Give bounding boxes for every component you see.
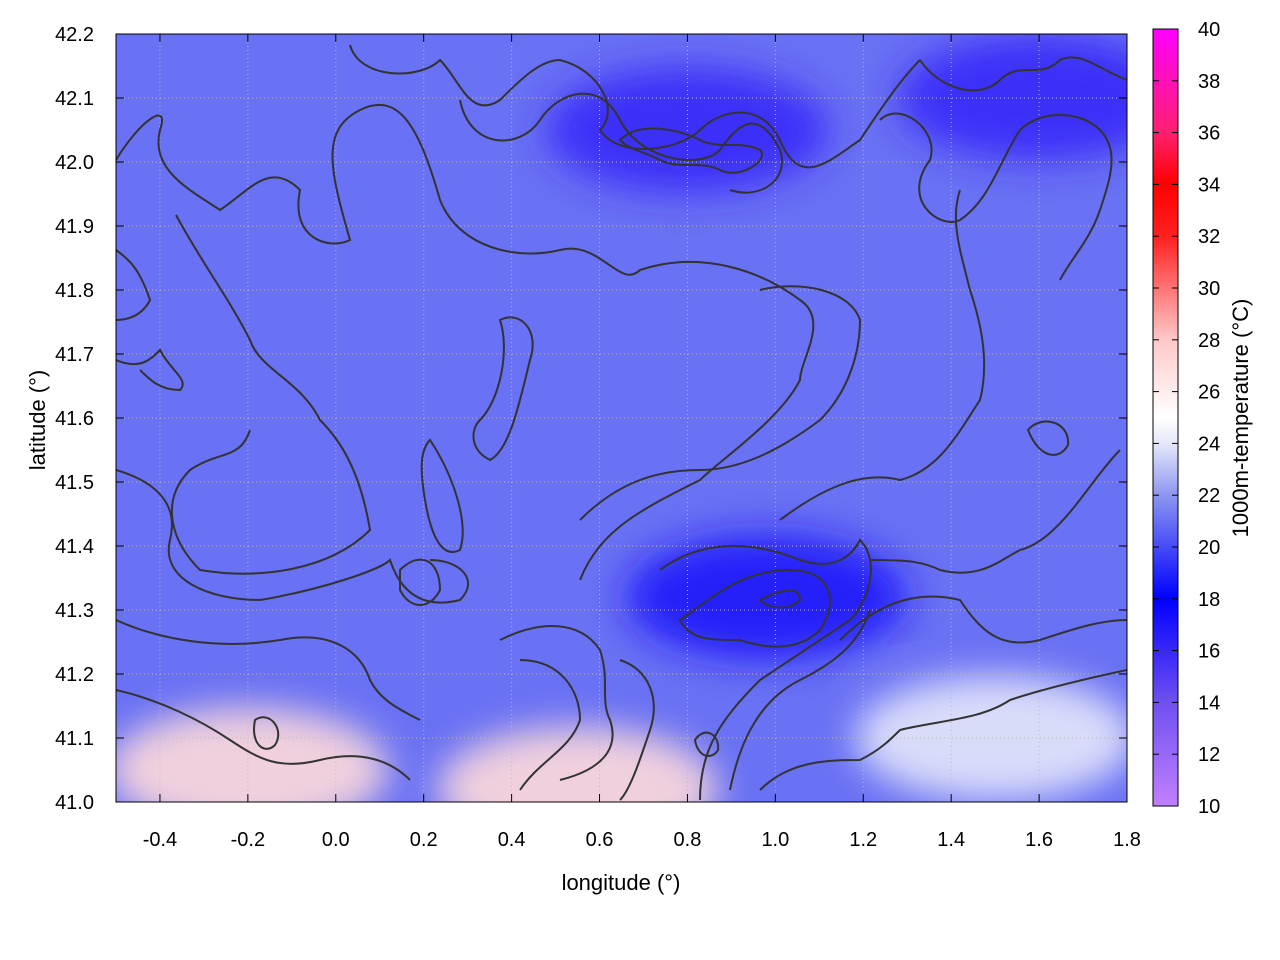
contour-line <box>170 214 372 575</box>
colorbar-tick-label: 18 <box>1198 589 1220 611</box>
colorbar: 10 12 14 16 18 20 22 24 26 28 30 32 34 36 38 40 1000m-t… <box>1152 19 1253 818</box>
contour-line <box>869 449 1121 574</box>
colorbar-tick-label: 38 <box>1198 71 1220 93</box>
temperature-field <box>116 34 1127 802</box>
contour-line <box>116 689 411 781</box>
contour-line <box>879 112 1113 281</box>
contour-line <box>116 348 184 392</box>
contour-line <box>758 589 802 609</box>
colorbar-tick-label: 20 <box>1198 537 1220 559</box>
y-axis: 41.0 41.1 41.2 41.3 41.4 41.5 41.6 41.7 41.8 41.9… <box>55 24 1127 814</box>
x-axis-title: longitude (°) <box>562 870 681 895</box>
x-tick-label: 0.6 <box>586 829 614 851</box>
contour-line <box>1026 420 1070 456</box>
contour-line <box>659 538 872 801</box>
contour-line <box>839 595 1127 644</box>
x-tick-label: 0.2 <box>410 829 438 851</box>
colorbar-tick-label: 36 <box>1198 123 1220 145</box>
colorbar-strip <box>1152 28 1179 807</box>
x-tick-label: 1.6 <box>1025 829 1053 851</box>
contour-line <box>399 558 442 606</box>
field-region-warm-south <box>436 726 719 802</box>
x-tick-label: 1.2 <box>849 829 877 851</box>
field-region-mild-southeast <box>854 675 1127 801</box>
y-tick-label: 41.9 <box>55 216 94 238</box>
contour-line <box>253 716 280 750</box>
contour-line <box>420 438 464 553</box>
colorbar-tick-label: 30 <box>1198 278 1220 300</box>
grid <box>116 33 1128 803</box>
colorbar-tick-label: 40 <box>1198 19 1220 41</box>
colorbar-tick-label: 24 <box>1198 433 1220 455</box>
field-region-warm-southwest <box>116 707 389 802</box>
colorbar-tick-label: 16 <box>1198 641 1220 663</box>
x-tick-label: 0.0 <box>322 829 350 851</box>
contour-line <box>729 609 871 791</box>
colorbar-tick-label: 12 <box>1198 744 1220 766</box>
x-tick-label: -0.4 <box>143 829 177 851</box>
contour-line <box>116 469 470 604</box>
x-axis: -0.4 -0.2 0.0 0.2 0.4 0.6 0.8 1.0 1.2 1.4 1.6 1.8 <box>143 34 1141 851</box>
y-tick-label: 42.1 <box>55 88 94 110</box>
colorbar-title: 1000m-temperature (°C) <box>1228 299 1253 538</box>
x-tick-label: 0.8 <box>674 829 702 851</box>
colorbar-tick-label: 32 <box>1198 226 1220 248</box>
contour-lines <box>116 44 1127 801</box>
y-tick-label: 41.1 <box>55 728 94 750</box>
y-tick-label: 41.2 <box>55 664 94 686</box>
contour-line <box>678 568 831 648</box>
colorbar-tick-label: 34 <box>1198 174 1220 196</box>
contour-line <box>116 249 152 321</box>
contour-line <box>919 56 1127 92</box>
contour-line <box>499 625 614 781</box>
contour-line <box>116 619 421 721</box>
y-tick-label: 41.3 <box>55 600 94 622</box>
contour-line <box>619 659 655 801</box>
contour-line <box>759 669 1127 791</box>
contour-line <box>459 92 783 194</box>
y-tick-label: 42.0 <box>55 152 94 174</box>
y-tick-label: 41.7 <box>55 344 94 366</box>
x-tick-label: 1.4 <box>937 829 965 851</box>
y-tick-label: 41.4 <box>55 536 94 558</box>
contour-line <box>693 731 720 757</box>
plot-area <box>115 33 1128 803</box>
contour-line <box>579 285 862 521</box>
y-tick-label: 42.2 <box>55 24 94 46</box>
x-tick-label: 0.4 <box>498 829 526 851</box>
contour-line <box>472 316 534 462</box>
contour-line <box>779 189 986 521</box>
contour-line <box>116 103 815 581</box>
colorbar-tick-label: 10 <box>1198 796 1220 818</box>
contour-line <box>519 659 582 791</box>
y-tick-label: 41.5 <box>55 472 94 494</box>
y-tick-label: 41.8 <box>55 280 94 302</box>
colorbar-tick-label: 28 <box>1198 330 1220 352</box>
contour-line <box>349 44 921 169</box>
x-tick-label: -0.2 <box>231 829 265 851</box>
x-tick-label: 1.8 <box>1113 829 1141 851</box>
colorbar-ticks: 10 12 14 16 18 20 22 24 26 28 30 32 34 36 38 40 <box>1153 19 1220 818</box>
colorbar-tick-label: 14 <box>1198 692 1220 714</box>
colorbar-tick-label: 22 <box>1198 485 1220 507</box>
contour-line <box>618 127 763 174</box>
x-tick-label: 1.0 <box>761 829 789 851</box>
y-axis-title: latitude (°) <box>25 370 50 471</box>
y-tick-label: 41.0 <box>55 792 94 814</box>
colorbar-tick-label: 26 <box>1198 382 1220 404</box>
y-tick-label: 41.6 <box>55 408 94 430</box>
